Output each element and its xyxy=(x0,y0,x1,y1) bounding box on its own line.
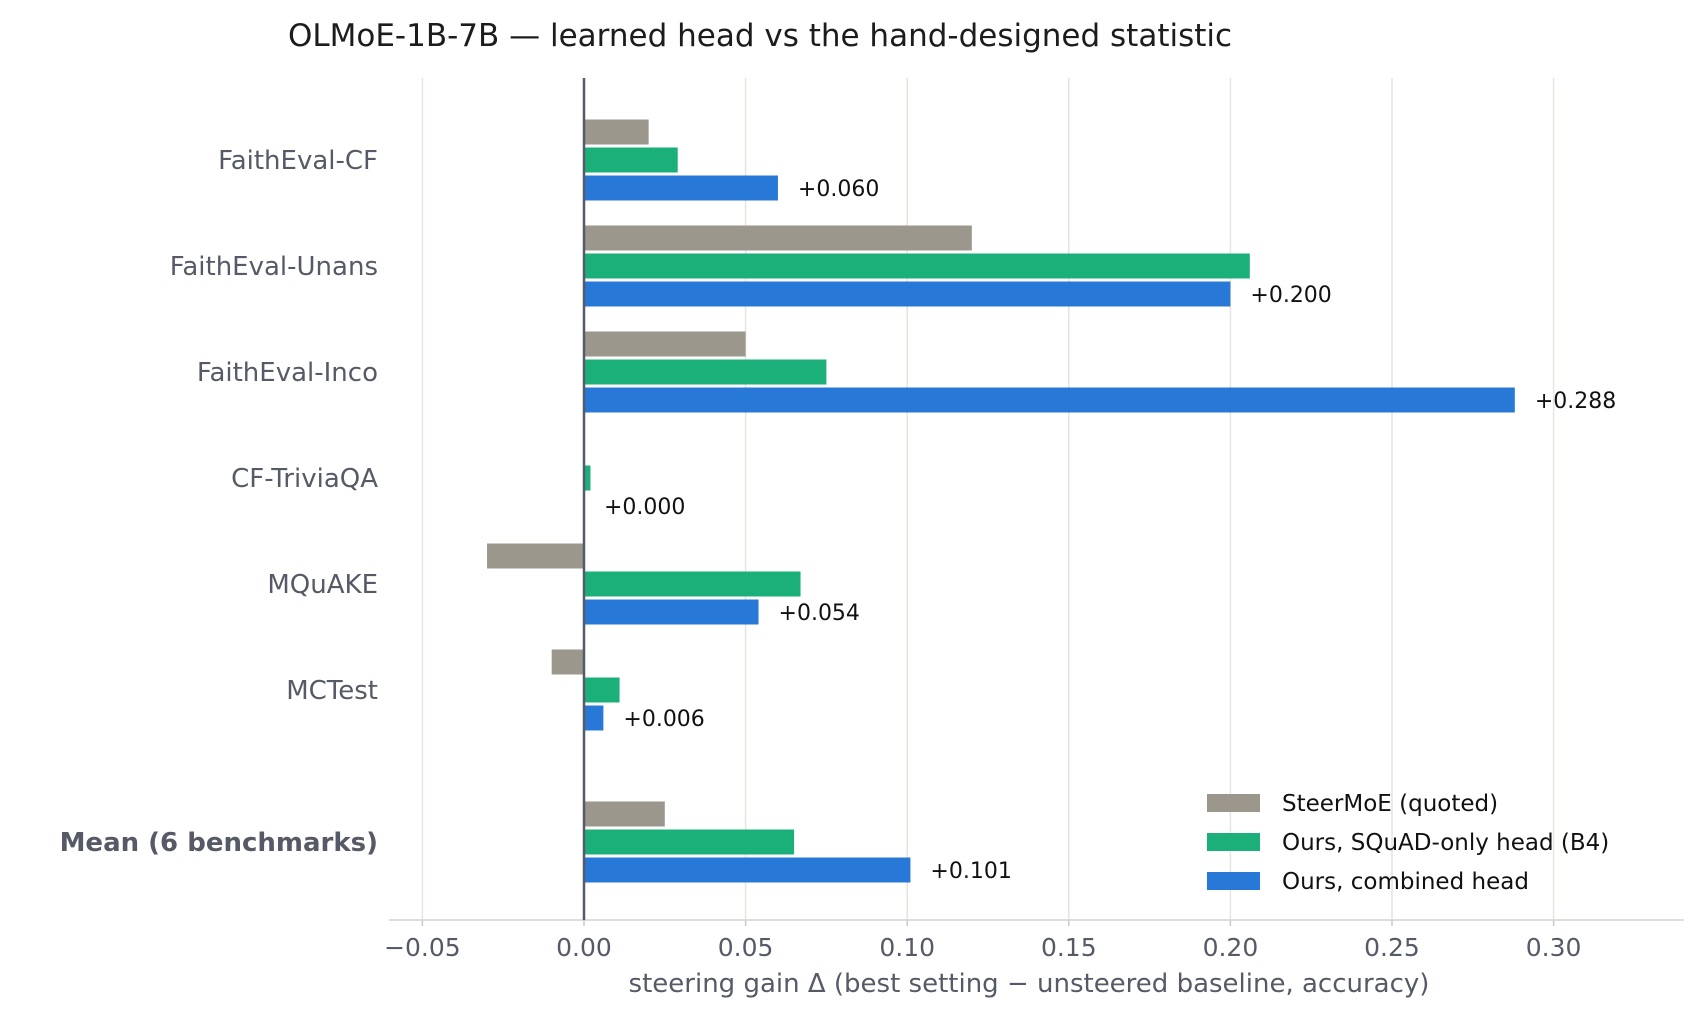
bar xyxy=(584,281,1231,307)
legend-label: Ours, combined head xyxy=(1282,869,1529,895)
x-tick-label: 0.05 xyxy=(718,933,774,962)
legend-swatch xyxy=(1207,872,1260,890)
category-labels: FaithEval-CF FaithEval-Unans FaithEval-Inc… xyxy=(60,146,379,858)
legend-label: Ours, SQuAD-only head (B4) xyxy=(1282,830,1609,856)
bar xyxy=(584,253,1250,279)
legend-swatch xyxy=(1207,833,1260,851)
category-label: CF-TriviaQA xyxy=(231,464,378,494)
bar xyxy=(584,801,665,827)
bar xyxy=(584,119,649,145)
data-label: +0.006 xyxy=(623,707,704,732)
bar xyxy=(584,465,591,491)
bar xyxy=(584,175,778,201)
x-tick-label: 0.25 xyxy=(1364,933,1420,962)
category-label: Mean (6 benchmarks) xyxy=(60,828,378,858)
bar xyxy=(584,599,759,625)
grid xyxy=(421,78,1555,920)
category-label: FaithEval-Inco xyxy=(197,358,378,388)
bar xyxy=(584,225,972,251)
bar xyxy=(584,829,795,855)
x-tick-label: −0.05 xyxy=(384,933,461,962)
category-label: MCTest xyxy=(286,676,378,706)
bar xyxy=(584,331,746,357)
x-tick-label: 0.00 xyxy=(556,933,612,962)
bar xyxy=(584,359,827,385)
bars xyxy=(487,119,1515,883)
data-labels: +0.060 +0.200 +0.288 +0.000 +0.054 +0.006 +0.1… xyxy=(604,177,1616,884)
x-tick-label: 0.15 xyxy=(1041,933,1097,962)
data-label: +0.060 xyxy=(798,177,879,202)
chart-title: OLMoE-1B-7B — learned head vs the hand-d… xyxy=(288,18,1232,54)
data-label: +0.200 xyxy=(1250,283,1331,308)
bar xyxy=(551,649,584,675)
category-label: FaithEval-Unans xyxy=(170,252,378,282)
bar xyxy=(584,677,620,703)
category-label: FaithEval-CF xyxy=(218,146,378,176)
bar xyxy=(487,543,584,569)
data-label: +0.288 xyxy=(1535,389,1616,414)
bar xyxy=(584,705,604,731)
bar xyxy=(584,571,801,597)
data-label: +0.000 xyxy=(604,495,685,520)
x-tick-label: 0.10 xyxy=(879,933,935,962)
data-label: +0.054 xyxy=(779,601,860,626)
category-label: MQuAKE xyxy=(267,570,378,600)
x-axis-label: steering gain Δ (best setting − unsteere… xyxy=(629,969,1430,999)
x-axis: −0.05 0.00 0.05 0.10 0.15 0.20 0.25 0.30 xyxy=(384,78,1684,962)
legend-label: SteerMoE (quoted) xyxy=(1282,791,1498,817)
bar xyxy=(584,387,1515,413)
legend: SteerMoE (quoted) Ours, SQuAD-only head (… xyxy=(1207,791,1609,895)
x-tick-label: 0.30 xyxy=(1526,933,1582,962)
bar xyxy=(584,857,911,883)
data-label: +0.101 xyxy=(930,859,1011,884)
legend-swatch xyxy=(1207,794,1260,812)
bar xyxy=(584,147,678,173)
x-tick-label: 0.20 xyxy=(1203,933,1259,962)
